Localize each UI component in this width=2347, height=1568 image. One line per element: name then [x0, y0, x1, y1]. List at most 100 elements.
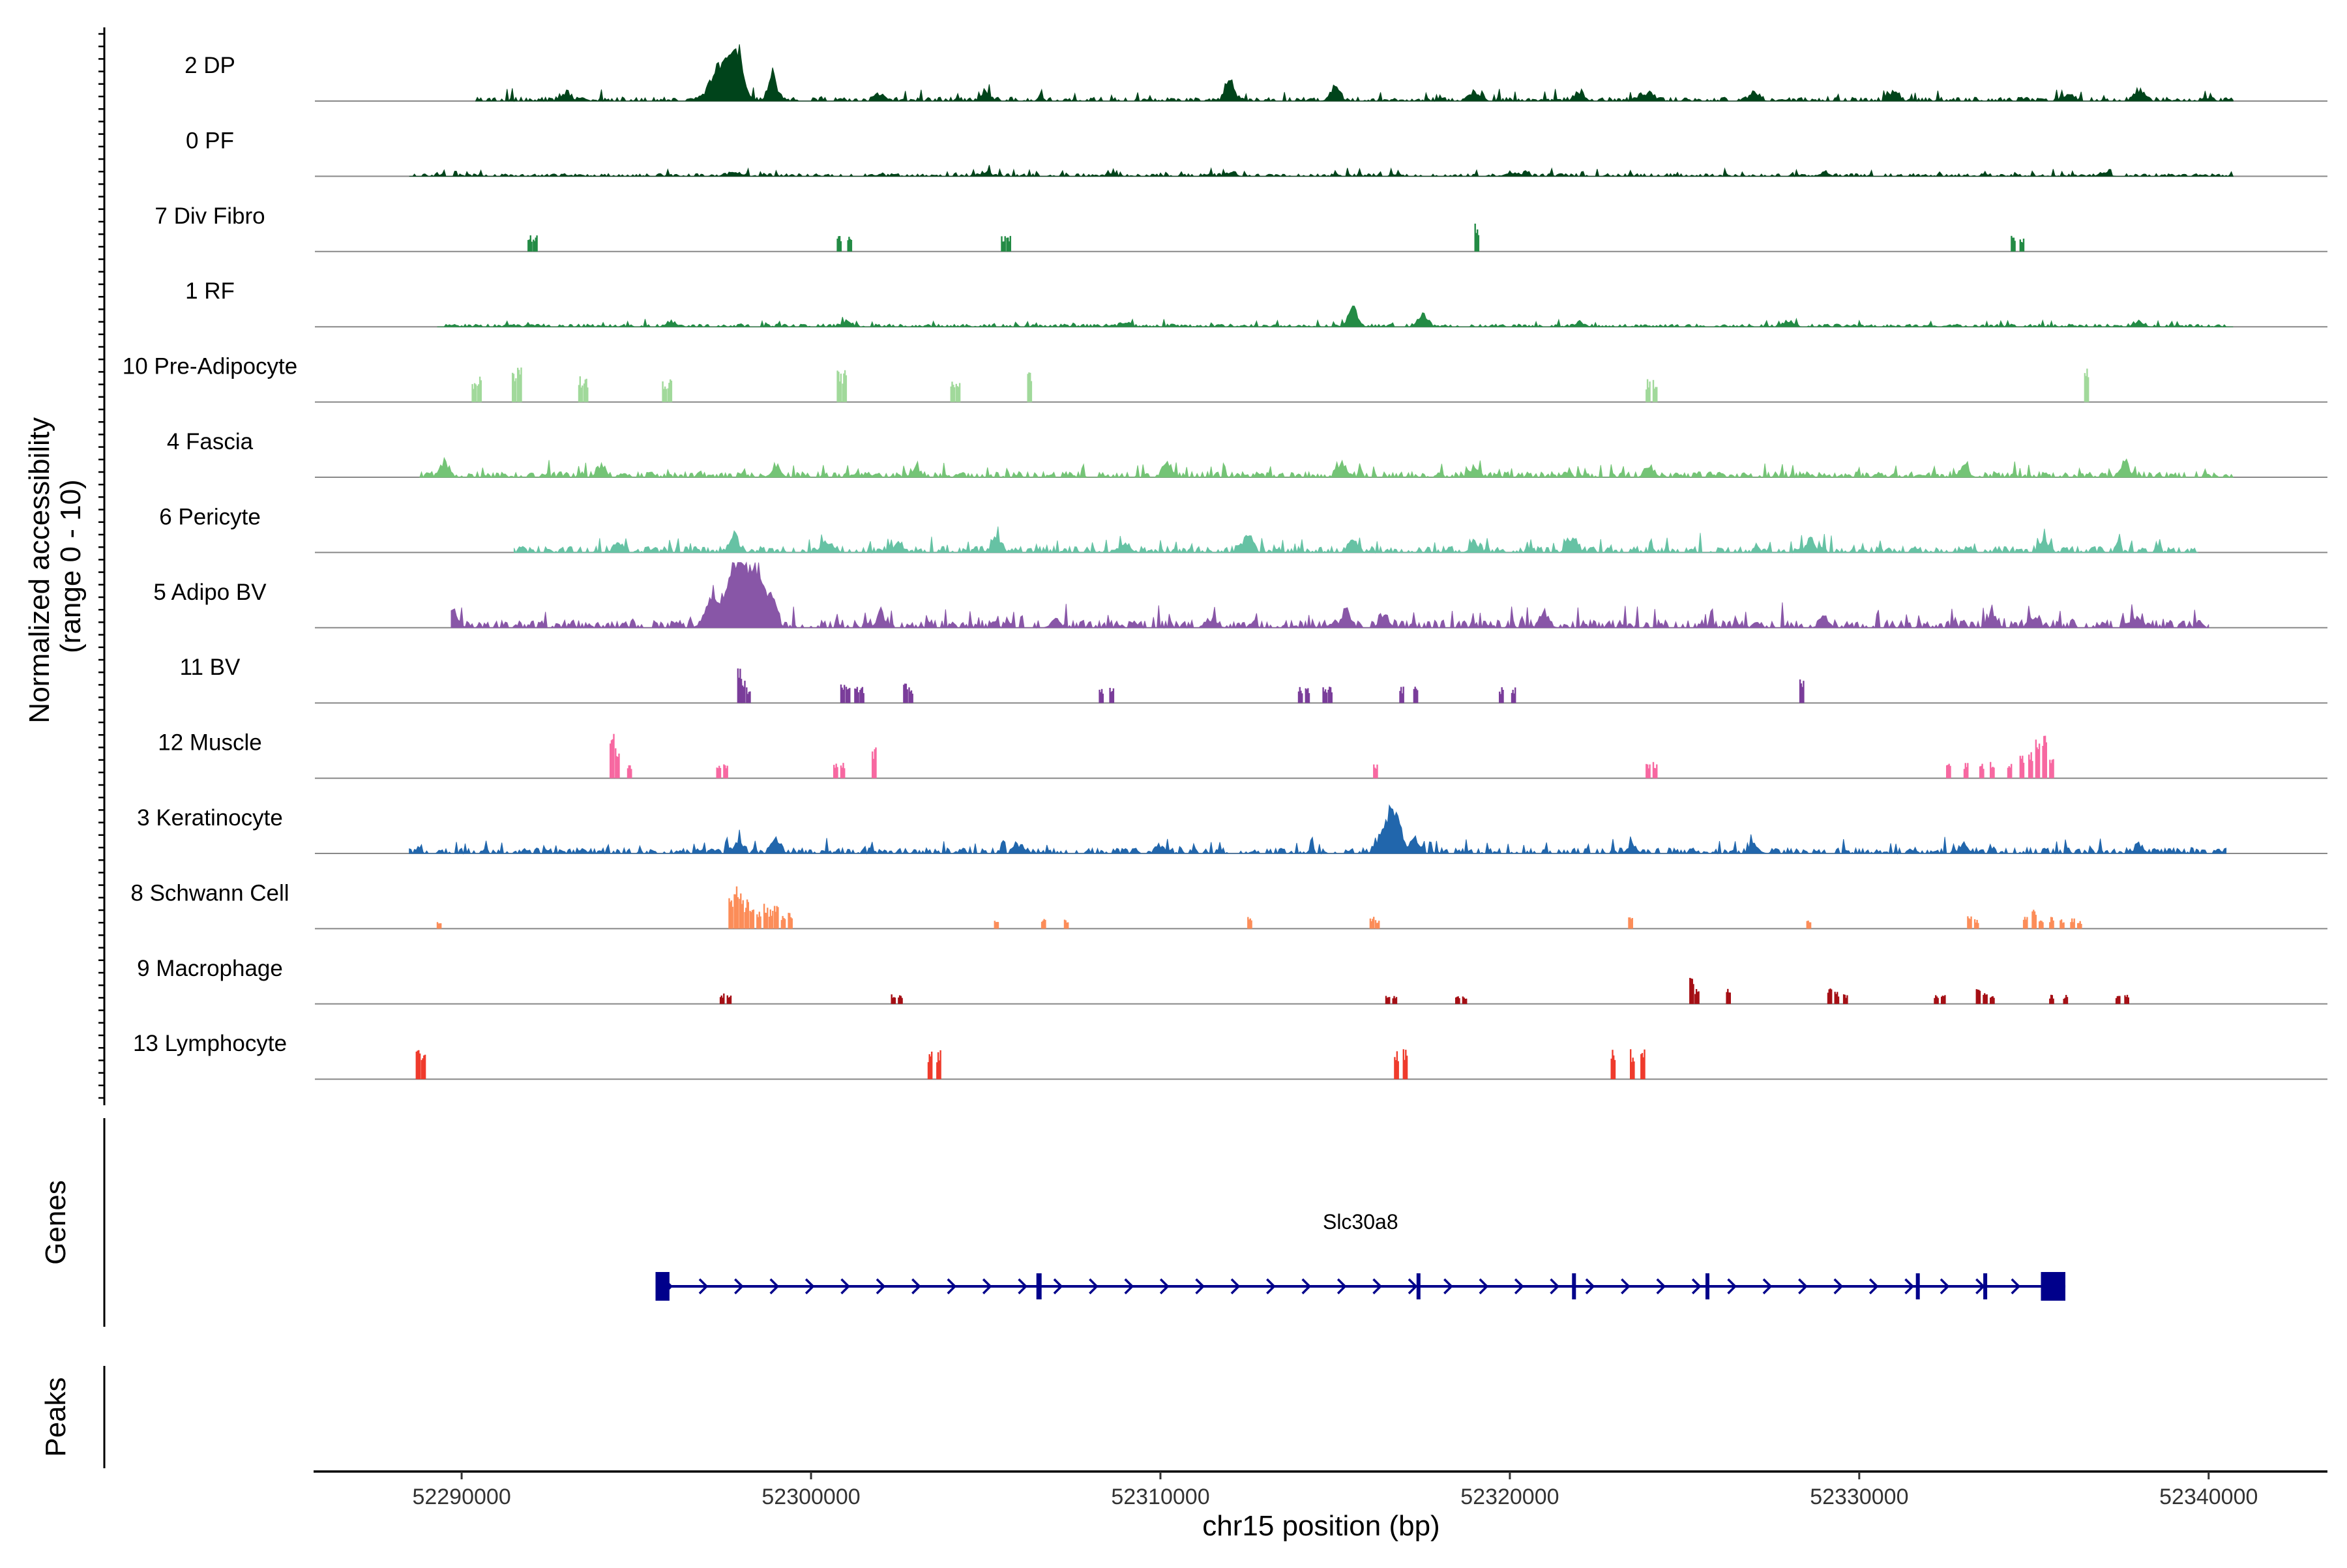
coverage-bar	[1979, 990, 1981, 1004]
coverage-bar	[2011, 237, 2014, 252]
y-axis-title: Normalized accessibility (range 0 - 10)	[23, 409, 87, 724]
coverage-bar	[910, 690, 913, 703]
coverage-bar	[629, 765, 631, 778]
coverage-bar	[1455, 997, 1457, 1004]
coverage-bar	[729, 997, 731, 1004]
coverage-bar	[1984, 993, 1986, 1004]
strand-arrow	[2011, 1278, 2021, 1295]
coverage-bar	[723, 764, 725, 778]
coverage-bar	[840, 765, 842, 778]
coverage-bar	[1829, 988, 1831, 1004]
strand-arrow	[911, 1278, 921, 1295]
coverage-bar	[1647, 387, 1649, 402]
coverage-bar	[1415, 688, 1417, 703]
coverage-bar	[2033, 911, 2036, 929]
coverage-bar	[1993, 767, 1995, 778]
coverage-bar	[519, 374, 521, 402]
coverage-bar	[835, 763, 837, 778]
coverage-bar	[1402, 687, 1404, 703]
coverage-bar	[1110, 692, 1112, 703]
coverage-bar	[2042, 922, 2044, 929]
coverage-bar	[2035, 739, 2037, 778]
coverage-bar	[955, 383, 957, 402]
coverage-bar	[1394, 1057, 1396, 1080]
track-3-keratinocyte: 3 Keratinocyte	[137, 804, 2327, 855]
coverage-bar	[773, 906, 776, 929]
coverage-bar	[2028, 754, 2030, 778]
coverage-bar	[670, 380, 673, 402]
coverage-bar	[2020, 758, 2022, 778]
coverage-bar	[437, 923, 439, 929]
strand-arrow	[1124, 1278, 1134, 1295]
coverage-bar	[855, 688, 857, 703]
coverage-bar	[2037, 749, 2039, 778]
coverage-bar	[2084, 373, 2086, 402]
coverage-bar	[726, 995, 728, 1004]
coverage-bar	[1631, 1061, 1633, 1080]
coverage-bar	[2071, 918, 2073, 929]
gene-exon	[1915, 1273, 1920, 1299]
coverage-bar	[2019, 239, 2021, 252]
strand-arrow	[769, 1278, 780, 1295]
track-label: 11 BV	[180, 655, 241, 680]
coverage-bar	[909, 691, 911, 703]
coverage-bar	[535, 237, 537, 252]
coverage-bar	[2038, 743, 2041, 778]
coverage-bar	[952, 385, 954, 402]
coverage-bar	[875, 747, 877, 778]
coverage-bar	[1631, 918, 1633, 929]
coverage-bar	[901, 998, 903, 1004]
coverage-bar	[1943, 996, 1945, 1004]
coverage-bar	[1329, 687, 1332, 703]
coverage-bar	[950, 386, 952, 402]
coverage-bar	[1656, 764, 1658, 778]
coverage-bar	[1502, 690, 1504, 703]
coverage-bar	[997, 922, 999, 929]
coverage-bar	[1474, 224, 1476, 252]
coverage-bar	[728, 998, 730, 1004]
strand-arrow	[876, 1278, 886, 1295]
coverage-bar	[615, 748, 617, 778]
coverage-bar	[1698, 991, 1700, 1004]
coverage-bar	[840, 374, 842, 402]
track-label: 7 Div Fibro	[155, 203, 265, 229]
coverage-bar	[1652, 762, 1655, 778]
coverage-bar	[1628, 917, 1630, 929]
gene-exon	[1983, 1273, 1988, 1299]
coverage-bar	[772, 911, 774, 929]
coverage-bar	[536, 235, 538, 252]
coverage-bar	[847, 240, 849, 252]
coverage-bar	[2008, 766, 2010, 778]
coverage-bar	[423, 1055, 425, 1080]
coverage-bar	[845, 687, 848, 703]
x-tick-label: 52320000	[1460, 1485, 1559, 1509]
coverage-area	[437, 305, 2234, 328]
coverage-bar	[1044, 919, 1046, 929]
strand-arrow	[1089, 1278, 1099, 1295]
track-2-dp: 2 DP	[185, 44, 2327, 102]
coverage-bar	[2051, 917, 2053, 929]
coverage-bar	[2011, 763, 2013, 778]
coverage-bar	[1041, 921, 1043, 929]
coverage-bar	[533, 239, 535, 252]
strand-arrow	[1408, 1278, 1418, 1295]
strand-arrow	[1904, 1278, 1915, 1295]
coverage-bar	[1990, 762, 1992, 778]
coverage-bar	[628, 765, 630, 778]
coverage-bar	[1831, 989, 1833, 1004]
coverage-bar	[2031, 761, 2033, 778]
coverage-bar	[2088, 377, 2089, 402]
coverage-bar	[2119, 996, 2121, 1004]
coverage-bar	[2070, 922, 2072, 929]
coverage-bar	[838, 236, 841, 252]
coverage-bar	[722, 998, 724, 1004]
coverage-bar	[861, 688, 863, 703]
coverage-bar	[1646, 764, 1649, 778]
coverage-bar	[610, 740, 613, 778]
coverage-bar	[2052, 759, 2054, 778]
coverage-bar	[2127, 997, 2129, 1004]
coverage-bar	[424, 1054, 426, 1080]
coverage-bar	[2080, 924, 2082, 929]
coverage-bar	[2022, 239, 2025, 252]
